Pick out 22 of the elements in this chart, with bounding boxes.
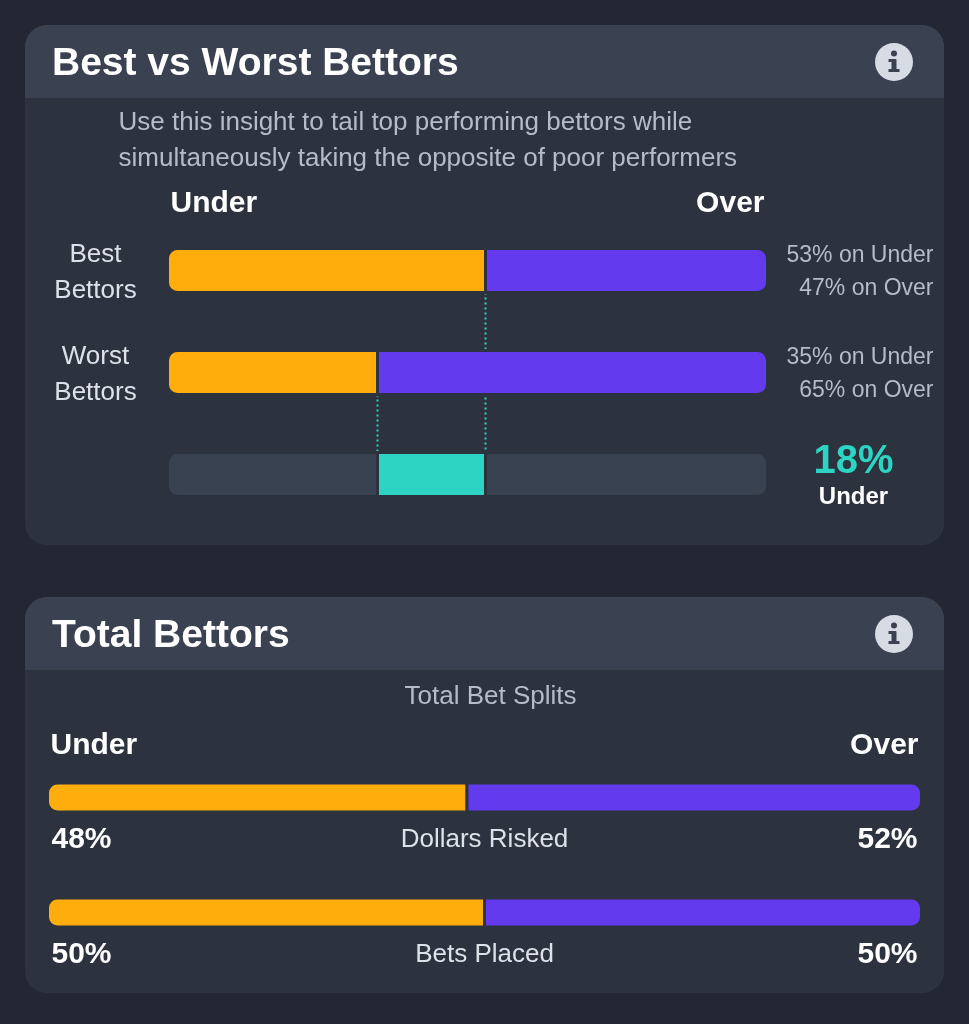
chart-subtitle: Use this insight to tail top performing bettors while simultaneously taking the opposite of poor performers bbox=[118, 105, 738, 172]
chart-title: Best vs Worst Bettors bbox=[52, 38, 459, 85]
data-label: 50% bbox=[857, 936, 918, 969]
chart-subtitle: Total Bet Splits bbox=[404, 679, 577, 710]
data-label: 48% bbox=[51, 821, 112, 854]
series-label: Under bbox=[170, 185, 258, 218]
series-label: Under bbox=[50, 727, 138, 760]
data-label: 53% on Under bbox=[786, 241, 934, 267]
series-label: Over bbox=[850, 727, 919, 760]
data-label: 50% bbox=[51, 936, 112, 969]
data-label: 35% on Under bbox=[786, 343, 934, 369]
data-label: 52% bbox=[857, 821, 918, 854]
y-tick-label: Best Bettors bbox=[54, 237, 137, 304]
data-label: 47% on Over bbox=[799, 274, 934, 300]
series-label: Over bbox=[696, 185, 765, 218]
y-tick-label: Bets Placed bbox=[415, 937, 554, 968]
chart-title: Total Bettors bbox=[52, 610, 290, 657]
data-label: 65% on Over bbox=[799, 376, 934, 402]
text: 18% bbox=[813, 436, 894, 481]
y-tick-label: Dollars Risked bbox=[400, 822, 569, 853]
text: Under bbox=[818, 482, 889, 509]
y-tick-label: Worst Bettors bbox=[54, 339, 137, 406]
